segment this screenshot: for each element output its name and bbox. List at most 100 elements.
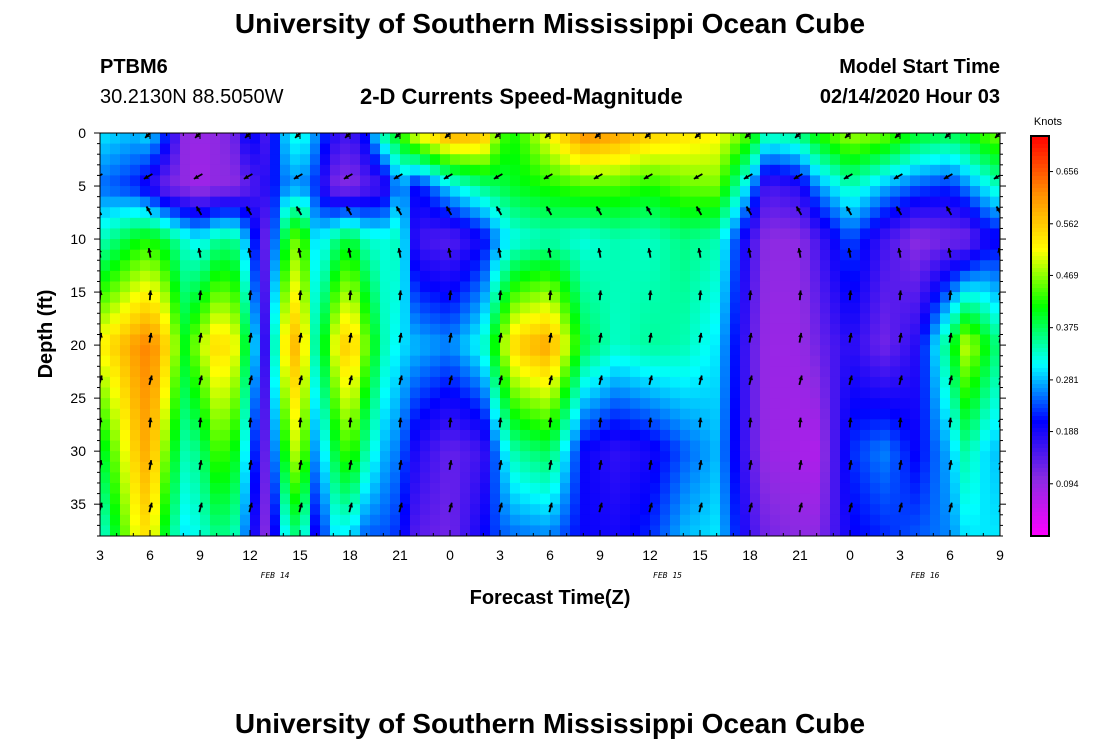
heatmap-cell	[680, 472, 691, 484]
heatmap-cell	[400, 260, 411, 272]
heatmap-cell	[710, 313, 721, 325]
heatmap-cell	[240, 175, 251, 187]
heatmap-cell	[110, 186, 121, 198]
heatmap-cell	[620, 376, 631, 389]
heatmap-cell	[380, 504, 391, 516]
heatmap-cell	[160, 164, 171, 177]
heatmap-cell	[850, 143, 861, 155]
heatmap-cell	[160, 133, 171, 145]
heatmap-cell	[760, 196, 771, 208]
heatmap-cell	[590, 217, 601, 230]
heatmap-cell	[780, 260, 791, 272]
heatmap-cell	[620, 408, 631, 420]
heatmap-cell	[520, 482, 531, 495]
heatmap-cell	[500, 504, 511, 516]
heatmap-cell	[660, 313, 671, 325]
heatmap-cell	[230, 239, 241, 251]
heatmap-cell	[630, 323, 641, 336]
heatmap-cell	[660, 472, 671, 484]
heatmap-cell	[940, 154, 951, 166]
heatmap-cell	[370, 143, 381, 155]
colorbar-swatch	[1031, 328, 1049, 333]
heatmap-cell	[830, 334, 841, 346]
heatmap-cell	[380, 429, 391, 442]
heatmap-cell	[580, 207, 591, 219]
heatmap-cell	[690, 461, 701, 473]
heatmap-cell	[390, 313, 401, 325]
heatmap-cell	[920, 281, 931, 293]
heatmap-cell	[790, 355, 801, 367]
heatmap-cell	[490, 493, 501, 505]
heatmap-cell	[600, 302, 611, 314]
heatmap-cell	[230, 345, 241, 357]
heatmap-cell	[750, 355, 761, 367]
heatmap-cell	[100, 323, 111, 336]
heatmap-cell	[320, 472, 331, 484]
heatmap-cell	[550, 207, 561, 219]
heatmap-cell	[550, 461, 561, 473]
heatmap-cell	[820, 133, 831, 145]
heatmap-cell	[300, 164, 311, 177]
heatmap-cell	[190, 387, 201, 399]
heatmap-cell	[410, 133, 421, 145]
heatmap-cell	[550, 143, 561, 155]
heatmap-cell	[760, 249, 771, 261]
heatmap-cell	[200, 366, 211, 378]
heatmap-cell	[740, 313, 751, 325]
heatmap-cell	[220, 217, 231, 230]
heatmap-cell	[290, 133, 301, 145]
heatmap-cell	[440, 387, 451, 399]
heatmap-cell	[990, 270, 1000, 283]
heatmap-cell	[990, 482, 1000, 495]
heatmap-cell	[750, 292, 761, 304]
heatmap-cell	[600, 419, 611, 431]
model-start-label: Model Start Time	[839, 56, 1000, 78]
heatmap-cell	[640, 493, 651, 505]
heatmap-cell	[520, 281, 531, 293]
heatmap-cell	[470, 493, 481, 505]
heatmap-cell	[640, 355, 651, 367]
heatmap-cell	[690, 408, 701, 420]
heatmap-cell	[380, 334, 391, 346]
heatmap-cell	[180, 270, 191, 283]
heatmap-cell	[300, 429, 311, 442]
heatmap-cell	[140, 164, 151, 177]
heatmap-cell	[350, 345, 361, 357]
heatmap-cell	[130, 398, 141, 410]
heatmap-cell	[140, 207, 151, 219]
heatmap-cell	[260, 281, 271, 293]
heatmap-cell	[270, 270, 281, 283]
heatmap-cell	[480, 366, 491, 378]
heatmap-cell	[470, 472, 481, 484]
heatmap-cell	[680, 207, 691, 219]
heatmap-cell	[720, 154, 731, 166]
heatmap-cell	[140, 525, 151, 536]
current-vector-arrow	[394, 133, 402, 139]
heatmap-cell	[530, 398, 541, 410]
heatmap-cell	[120, 440, 131, 452]
heatmap-cell	[160, 472, 171, 484]
heatmap-cell	[500, 217, 511, 230]
heatmap-cell	[910, 292, 921, 304]
heatmap-cell	[710, 164, 721, 177]
heatmap-cell	[440, 143, 451, 155]
heatmap-cell	[470, 292, 481, 304]
heatmap-cell	[480, 323, 491, 336]
heatmap-cell	[830, 249, 841, 261]
heatmap-cell	[990, 493, 1000, 505]
heatmap-cell	[880, 398, 891, 410]
heatmap-cell	[380, 270, 391, 283]
heatmap-cell	[540, 514, 551, 526]
heatmap-cell	[920, 419, 931, 431]
heatmap-cell	[990, 249, 1000, 261]
heatmap-cell	[590, 366, 601, 378]
heatmap-cell	[940, 228, 951, 240]
current-vector-arrow	[298, 375, 303, 386]
heatmap-cell	[840, 419, 851, 431]
heatmap-cell	[890, 334, 901, 346]
heatmap-cell	[230, 525, 241, 536]
heatmap-cell	[650, 260, 661, 272]
heatmap-cell	[810, 281, 821, 293]
heatmap-cell	[230, 376, 241, 389]
